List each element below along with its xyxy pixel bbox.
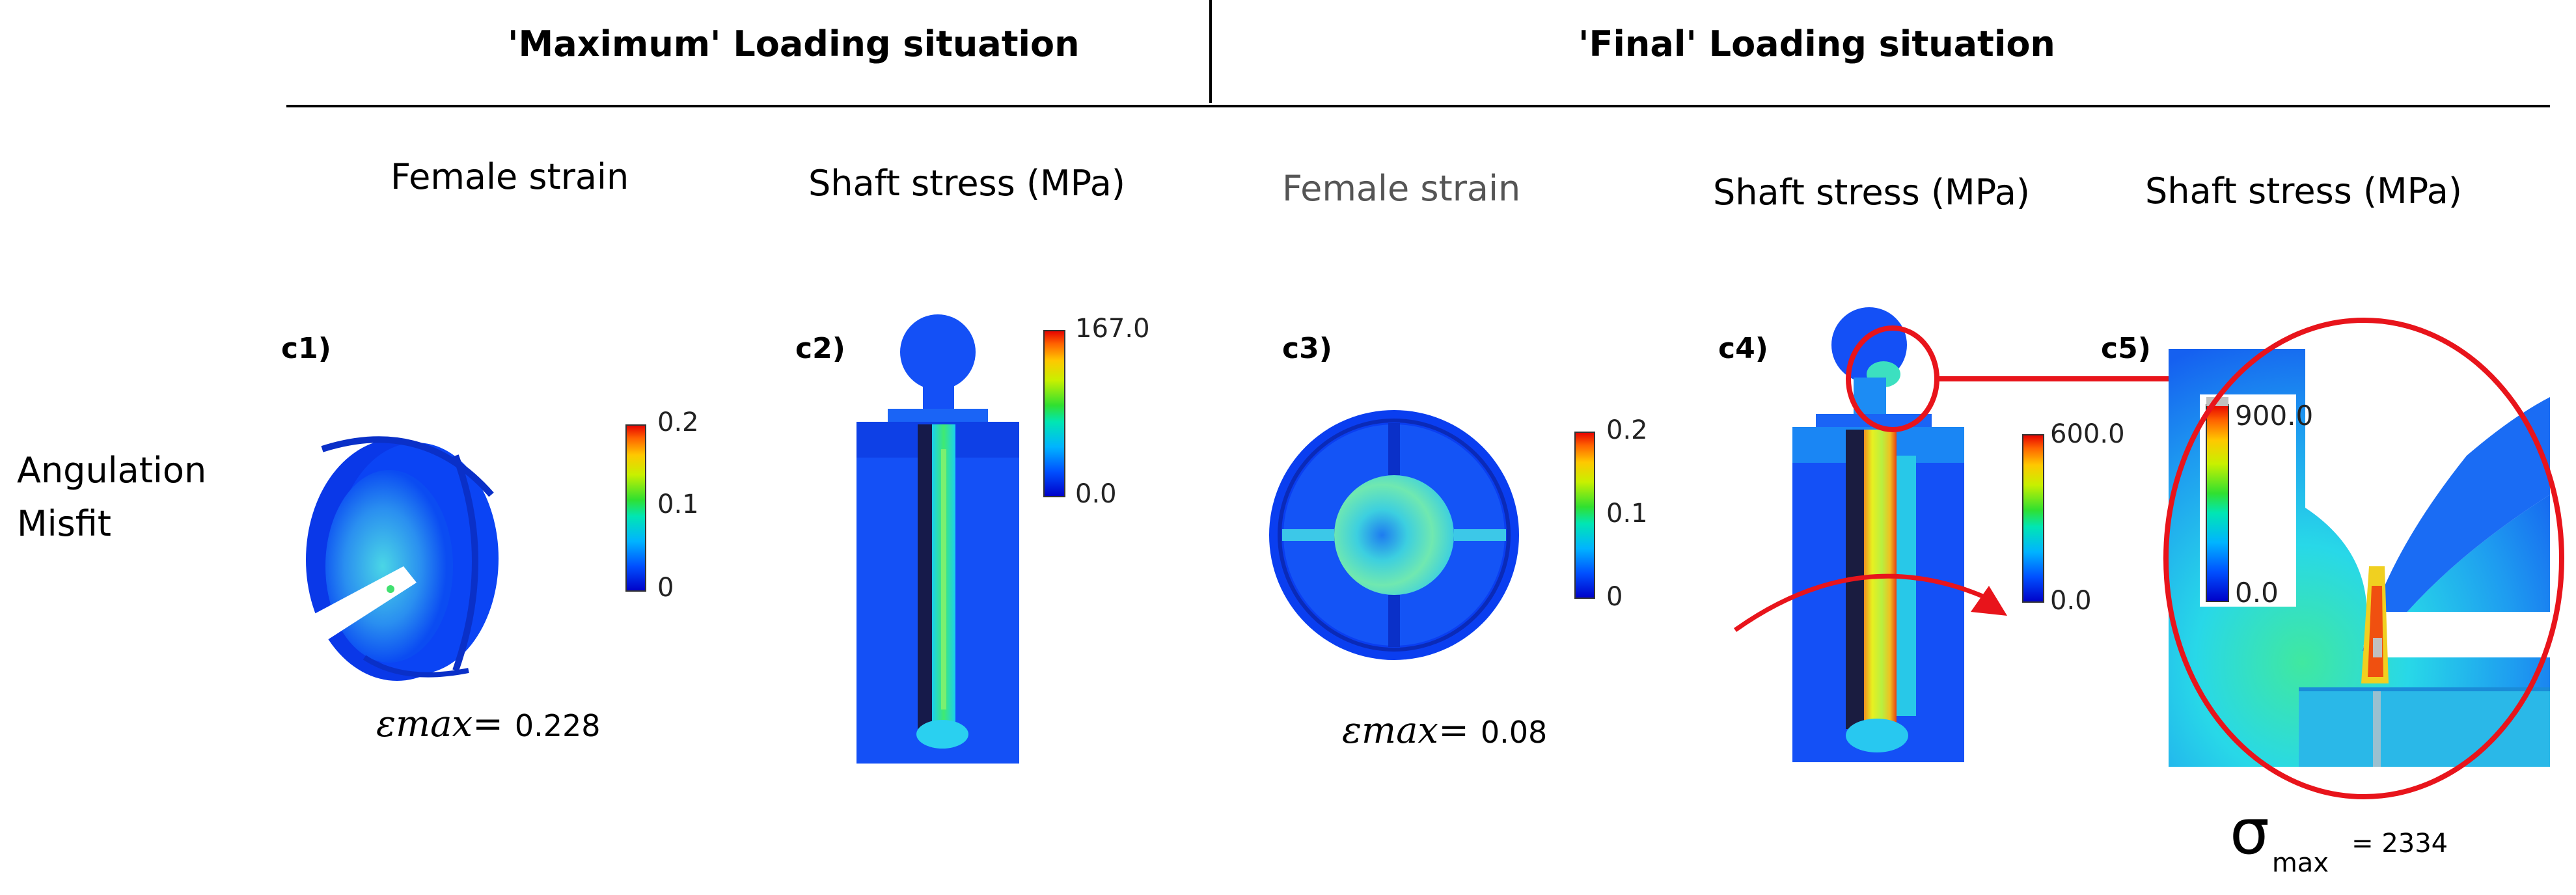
c1-tick-mid: 0.1 [657,489,699,519]
c4-tick-max: 600.0 [2050,419,2125,449]
c2-shaft [856,314,1019,764]
curved-arrow [1733,573,1993,632]
c5-zoom-detail [2169,349,2550,767]
c5-color-bar [2206,404,2229,602]
sigma-subscript: max [2271,848,2329,878]
panel-label-c2: c2) [795,332,845,365]
curved-arrow-head [1971,586,2007,616]
c3-color-bar [1574,432,1595,599]
column-title-c4: Shaft stress (MPa) [1713,172,2030,213]
c4-color-bar [2022,434,2044,603]
c5-highlight-ellipse [2163,318,2564,799]
c1-tick-max: 0.2 [657,407,699,437]
sigma-value: = 2334 [2351,829,2448,859]
panel-label-c1: c1) [281,332,331,365]
sigma-symbol: σ [2230,795,2269,868]
column-title-c1: Female strain [391,156,629,197]
c4-shaft [1792,307,1964,762]
header-divider [1209,0,1212,103]
c4-tick-min: 0.0 [2050,586,2092,616]
panel-label-c5: c5) [2101,332,2151,365]
c3-tick-min: 0 [1606,582,1623,612]
row-label: Angulation Misfit [17,444,206,551]
c2-color-bar [1043,330,1065,497]
column-title-c3: Female strain [1282,168,1521,209]
header-rule [286,105,2550,107]
c2-tick-min: 0.0 [1075,479,1117,509]
c3-female-part [1269,410,1519,660]
row-label-line1: Angulation [17,450,207,491]
c3-eps-value: 0.08 [1480,715,1548,750]
c1-max-strain: εmax= 0.228 [376,703,601,745]
c5-tick-min: 0.0 [2235,577,2279,609]
column-title-c5: Shaft stress (MPa) [2145,171,2462,212]
c3-max-strain: εmax= 0.08 [1342,709,1547,752]
c1-color-bar [625,424,646,592]
c3-eps-symbol: εmax= [1342,709,1470,752]
c1-eps-value: 0.228 [514,708,601,743]
c1-female-part [306,436,499,681]
c1-tick-min: 0 [657,573,674,603]
c3-tick-mid: 0.1 [1606,499,1648,529]
header-final-loading: 'Final' Loading situation [1578,23,2055,64]
panel-label-c3: c3) [1282,332,1332,365]
panel-label-c4: c4) [1718,332,1768,365]
row-label-line2: Misfit [17,503,111,544]
header-maximum-loading: 'Maximum' Loading situation [508,23,1080,64]
c5-max-stress: σ max = 2334 [2230,795,2448,878]
c5-tick-max: 900.0 [2235,400,2314,432]
c1-eps-symbol: εmax= [376,703,504,745]
c2-tick-max: 167.0 [1075,314,1150,344]
c3-tick-max: 0.2 [1606,415,1648,445]
column-title-c2: Shaft stress (MPa) [808,163,1125,204]
